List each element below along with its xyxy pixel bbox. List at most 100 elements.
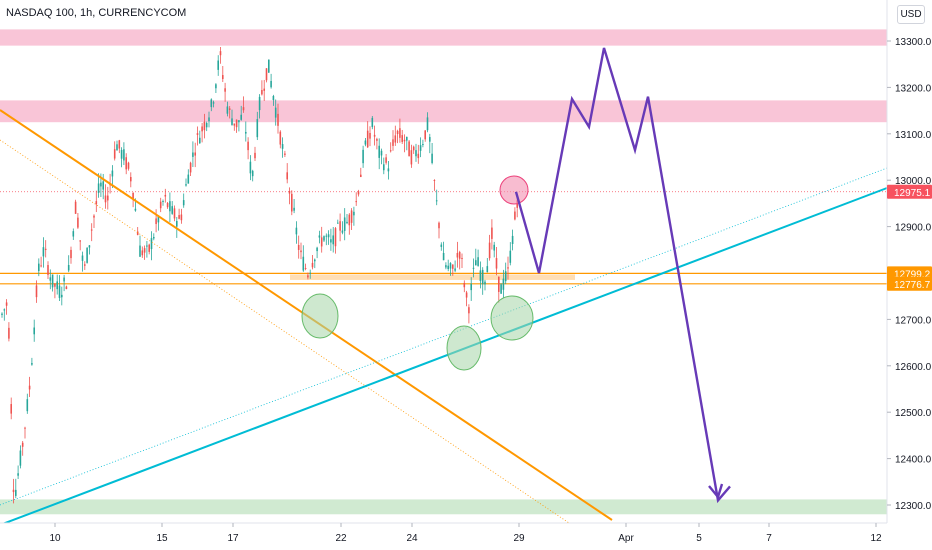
candle xyxy=(38,263,40,272)
candle xyxy=(293,207,295,211)
candle xyxy=(302,256,305,271)
time-tick-label: 22 xyxy=(335,533,347,544)
candle xyxy=(431,153,433,163)
candle xyxy=(383,164,385,171)
candle xyxy=(178,215,180,219)
candle xyxy=(194,152,196,156)
candle xyxy=(337,222,339,224)
candle xyxy=(343,217,346,231)
candle xyxy=(300,250,302,253)
support-touch-circle xyxy=(490,295,534,341)
price-tick-label: 12300.0 xyxy=(895,501,932,512)
resistance-touch-circle xyxy=(499,175,529,205)
candle xyxy=(86,247,88,263)
candle xyxy=(249,161,252,174)
chart-title: NASDAQ 100, 1h, CURRENCYCOM xyxy=(6,7,187,19)
candle xyxy=(270,80,272,88)
price-label: 12799.2 xyxy=(894,269,931,280)
candle xyxy=(21,442,24,447)
candle xyxy=(380,150,383,156)
candle xyxy=(31,363,33,365)
candle xyxy=(125,157,127,170)
candle xyxy=(245,131,247,134)
candle xyxy=(346,221,348,224)
candle xyxy=(477,257,479,266)
candle xyxy=(189,162,192,173)
candle xyxy=(261,90,263,95)
candle xyxy=(141,250,144,256)
projection-path xyxy=(514,47,731,504)
candle xyxy=(445,265,447,268)
candle xyxy=(233,123,236,126)
price-label-bg xyxy=(887,276,932,291)
candle xyxy=(217,60,219,70)
candle xyxy=(509,250,512,263)
candle xyxy=(274,107,277,118)
candle xyxy=(169,201,171,212)
candle xyxy=(468,307,470,314)
candle xyxy=(238,120,240,123)
candle xyxy=(307,275,309,278)
time-tick-label: 15 xyxy=(156,533,168,544)
candle xyxy=(452,264,454,269)
candle xyxy=(33,327,35,335)
candle xyxy=(201,126,203,132)
candle xyxy=(199,137,201,144)
candle xyxy=(180,214,183,221)
time-tick-label: 5 xyxy=(696,533,702,544)
candle xyxy=(130,177,132,182)
candle xyxy=(173,208,176,219)
candle xyxy=(392,139,394,146)
candle xyxy=(268,59,270,73)
candle xyxy=(35,285,38,298)
candle xyxy=(311,262,314,268)
candle xyxy=(498,276,500,292)
candle xyxy=(472,267,475,269)
candle xyxy=(491,227,493,239)
candle xyxy=(148,244,150,252)
price-label: 12776.7 xyxy=(894,280,931,291)
price-tick-label: 12600.0 xyxy=(895,362,932,373)
support-touch-circle xyxy=(301,293,339,339)
candle xyxy=(465,292,468,298)
candle xyxy=(159,201,162,209)
candle xyxy=(470,283,472,291)
candle xyxy=(323,236,325,241)
candle xyxy=(256,119,259,138)
candle xyxy=(433,180,436,182)
projection-arrowhead xyxy=(708,483,724,500)
time-axis-bg xyxy=(0,523,932,550)
candle xyxy=(150,238,153,250)
candle xyxy=(449,263,452,269)
candle xyxy=(373,134,376,137)
candle xyxy=(504,271,507,282)
candle xyxy=(107,195,109,201)
candle xyxy=(212,102,215,104)
candle xyxy=(166,202,169,208)
candle xyxy=(389,150,392,152)
candle xyxy=(447,265,449,270)
candle xyxy=(362,149,364,164)
candle xyxy=(364,140,367,145)
time-tick-label: 12 xyxy=(870,533,882,544)
time-tick-label: Apr xyxy=(618,533,634,544)
candle xyxy=(95,201,98,205)
candle xyxy=(417,153,420,159)
currency-button[interactable]: USD xyxy=(897,5,925,24)
orange-parallel-line xyxy=(0,139,573,526)
candle xyxy=(325,235,328,237)
resistance-zone xyxy=(0,100,887,123)
candle xyxy=(231,118,233,125)
candle xyxy=(228,108,231,110)
candle xyxy=(355,201,357,203)
candle xyxy=(88,245,91,248)
candle xyxy=(176,220,178,227)
candle xyxy=(366,130,369,148)
candle xyxy=(15,489,17,496)
candle xyxy=(387,168,390,172)
candle xyxy=(258,96,261,111)
candle xyxy=(65,286,68,290)
candle xyxy=(500,284,502,294)
candle xyxy=(61,294,63,298)
